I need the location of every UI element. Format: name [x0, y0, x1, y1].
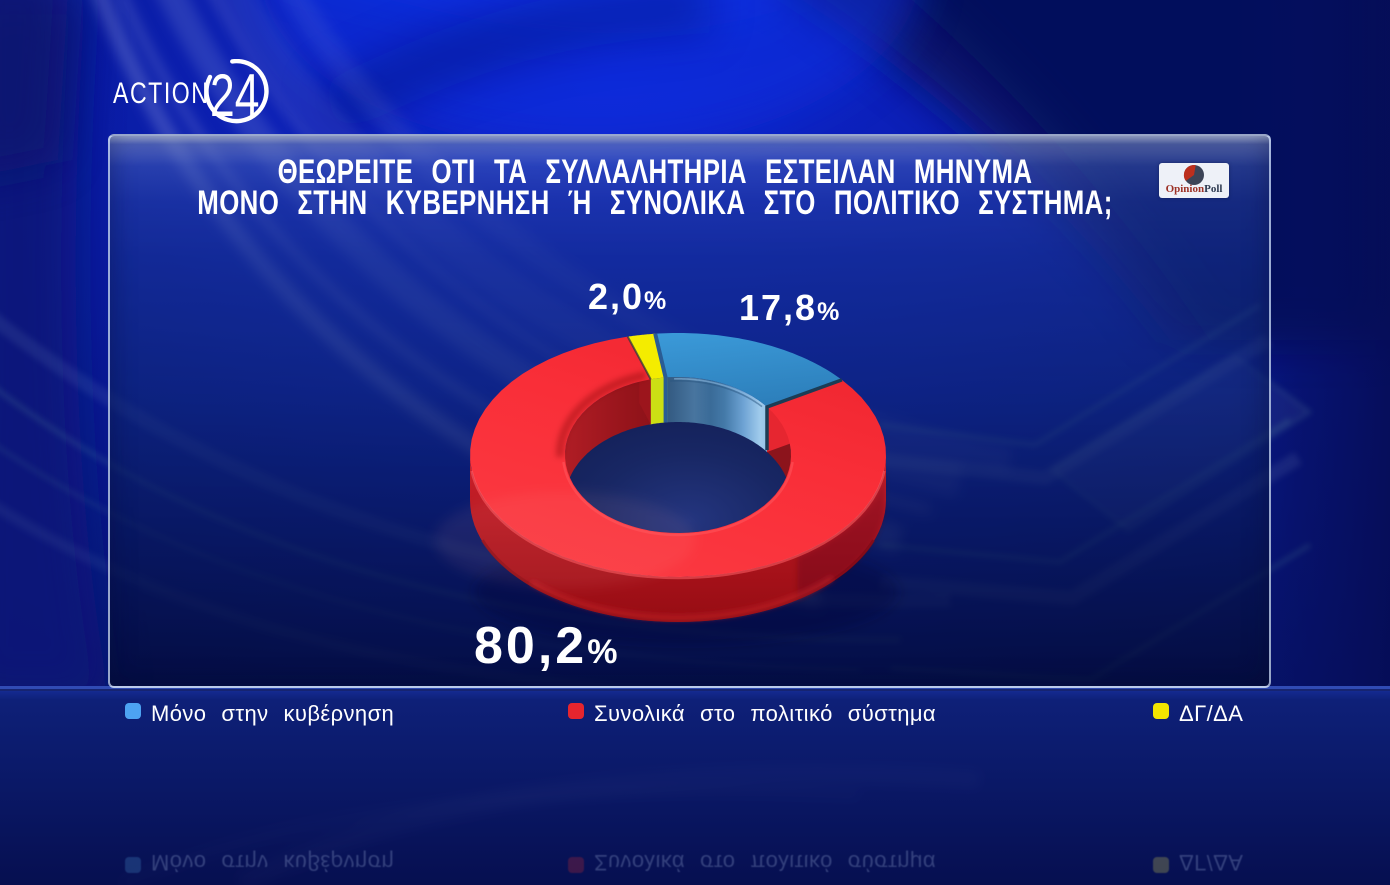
svg-text:24: 24: [210, 63, 259, 129]
